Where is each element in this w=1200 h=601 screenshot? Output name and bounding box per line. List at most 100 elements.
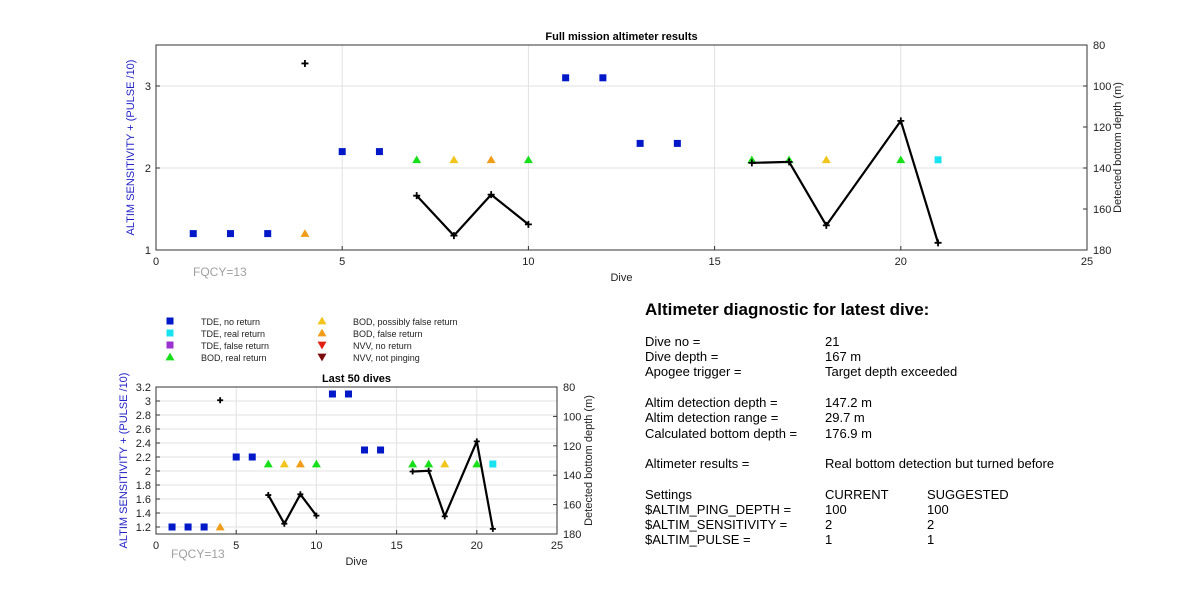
bottom-depth-point bbox=[441, 513, 448, 520]
dive-no-value: 21 bbox=[825, 334, 840, 349]
legend-marker bbox=[166, 329, 174, 337]
settings-label: Settings bbox=[645, 487, 692, 502]
y-tick-label: 1.4 bbox=[136, 508, 151, 520]
data-point bbox=[424, 459, 434, 468]
legend-marker bbox=[317, 353, 327, 362]
current-header: CURRENT bbox=[825, 487, 889, 502]
diagnostic-title: Altimeter diagnostic for latest dive: bbox=[645, 300, 930, 319]
setting-current: 100 bbox=[825, 502, 847, 517]
apogee-value: Target depth exceeded bbox=[825, 364, 958, 379]
y2-axis-label: Detected bottom depth (m) bbox=[1112, 82, 1124, 213]
fqcy-annotation: FQCY=13 bbox=[193, 265, 247, 279]
data-point bbox=[934, 156, 942, 164]
data-point bbox=[184, 523, 192, 531]
x-tick-label: 25 bbox=[551, 540, 563, 552]
x-tick-label: 5 bbox=[339, 256, 345, 268]
data-point bbox=[232, 453, 240, 461]
y-tick-label: 2.6 bbox=[136, 424, 151, 436]
results-label: Altimeter results = bbox=[645, 456, 750, 471]
x-tick-label: 15 bbox=[390, 540, 402, 552]
x-tick-label: 20 bbox=[895, 256, 907, 268]
y-tick-label: 2.2 bbox=[136, 452, 151, 464]
bottom-depth-point bbox=[313, 512, 320, 519]
bottom-depth-point bbox=[217, 397, 224, 404]
y-tick-label: 2 bbox=[145, 466, 151, 478]
data-point bbox=[168, 523, 176, 531]
plot-frame bbox=[155, 386, 558, 535]
data-point bbox=[361, 446, 369, 454]
calculated-depth-label: Calculated bottom depth = bbox=[645, 426, 798, 441]
dive-depth-value: 167 m bbox=[825, 349, 862, 364]
dive-no-label: Dive no = bbox=[645, 334, 701, 349]
data-point bbox=[896, 155, 906, 164]
legend-marker bbox=[166, 317, 174, 325]
bottom-depth-line bbox=[415, 193, 530, 237]
y2-tick-label: 160 bbox=[1093, 204, 1111, 216]
altimeter-diagnostic-panel: Altimeter diagnostic for latest dive: Di… bbox=[645, 300, 1185, 560]
data-point bbox=[523, 155, 533, 164]
x-tick-label: 25 bbox=[1081, 256, 1093, 268]
y2-tick-label: 100 bbox=[1093, 81, 1111, 93]
x-tick-label: 5 bbox=[233, 540, 239, 552]
y-tick-label: 2 bbox=[145, 163, 151, 175]
setting-suggested: 100 bbox=[927, 502, 949, 517]
data-point bbox=[377, 446, 385, 454]
bottom-depth-point bbox=[265, 492, 272, 499]
data-point bbox=[338, 148, 346, 156]
y2-tick-label: 80 bbox=[1093, 40, 1105, 52]
y2-axis-label: Detected bottom depth (m) bbox=[583, 395, 595, 526]
bottom-depth-point bbox=[748, 159, 756, 167]
x-tick-label: 10 bbox=[522, 256, 534, 268]
plot-area bbox=[156, 387, 557, 534]
data-point bbox=[279, 459, 289, 468]
legend-marker bbox=[165, 352, 175, 361]
data-point bbox=[599, 74, 607, 82]
bottom-depth-point bbox=[822, 221, 830, 229]
x-tick-label: 0 bbox=[153, 540, 159, 552]
data-point bbox=[248, 453, 256, 461]
detection-depth-value: 147.2 m bbox=[825, 395, 872, 410]
x-tick-label: 10 bbox=[310, 540, 322, 552]
data-point bbox=[264, 230, 272, 238]
detection-range-label: Altim detection range = bbox=[645, 410, 779, 425]
setting-suggested: 2 bbox=[927, 517, 935, 532]
y2-tick-label: 120 bbox=[563, 441, 581, 453]
setting-name: $ALTIM_PULSE = bbox=[645, 532, 751, 547]
x-axis-label: Dive bbox=[345, 556, 367, 568]
data-point bbox=[562, 74, 570, 82]
data-point bbox=[472, 459, 482, 468]
setting-current: 1 bbox=[825, 532, 833, 547]
x-tick-label: 20 bbox=[471, 540, 483, 552]
data-point bbox=[295, 459, 305, 468]
legend-label: BOD, false return bbox=[353, 329, 423, 339]
bottom-depth-point bbox=[524, 220, 532, 228]
x-tick-label: 15 bbox=[708, 256, 720, 268]
detection-range-value: 29.7 m bbox=[825, 410, 865, 425]
x-tick-label: 0 bbox=[153, 256, 159, 268]
data-point bbox=[747, 155, 757, 164]
data-point bbox=[263, 459, 273, 468]
y-tick-label: 2.8 bbox=[136, 410, 151, 422]
data-point bbox=[226, 230, 234, 238]
data-point bbox=[200, 523, 208, 531]
apogee-label: Apogee trigger = bbox=[645, 364, 742, 379]
dive-depth-label: Dive depth = bbox=[645, 349, 719, 364]
y-tick-label: 3 bbox=[145, 81, 151, 93]
bottom-depth-point bbox=[281, 520, 288, 527]
fqcy-annotation: FQCY=13 bbox=[171, 547, 225, 561]
setting-name: $ALTIM_SENSITIVITY = bbox=[645, 517, 788, 532]
bottom-depth-point bbox=[489, 525, 496, 532]
data-point bbox=[412, 155, 422, 164]
legend-marker bbox=[317, 328, 327, 337]
legend-label: BOD, possibly false return bbox=[353, 317, 458, 327]
setting-name: $ALTIM_PING_DEPTH = bbox=[645, 502, 792, 517]
chart-title: Full mission altimeter results bbox=[545, 31, 697, 43]
y2-tick-label: 140 bbox=[563, 470, 581, 482]
setting-suggested: 1 bbox=[927, 532, 935, 547]
bottom-depth-point bbox=[785, 158, 793, 166]
bottom-depth-point bbox=[409, 468, 416, 475]
y-tick-label: 1.8 bbox=[136, 480, 151, 492]
y2-tick-label: 80 bbox=[563, 382, 575, 394]
y2-tick-label: 180 bbox=[563, 529, 581, 541]
